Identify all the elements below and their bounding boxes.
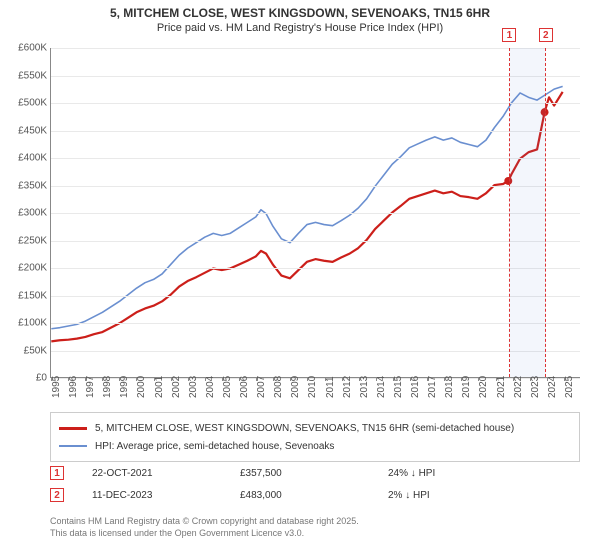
sale-marker-badge: 2 xyxy=(539,28,553,42)
x-axis-tick-label: 2002 xyxy=(171,376,182,398)
y-axis-tick-label: £450K xyxy=(3,125,47,136)
x-axis-tick-label: 1997 xyxy=(85,376,96,398)
x-axis-tick-label: 2008 xyxy=(273,376,284,398)
legend-swatch xyxy=(59,445,87,447)
legend: 5, MITCHEM CLOSE, WEST KINGSDOWN, SEVENO… xyxy=(50,412,580,462)
record-marker-icon: 2 xyxy=(50,488,64,502)
x-axis-tick-label: 2004 xyxy=(205,376,216,398)
legend-item: HPI: Average price, semi-detached house,… xyxy=(59,437,571,455)
x-axis-tick-label: 2000 xyxy=(136,376,147,398)
record-marker-icon: 1 xyxy=(50,466,64,480)
gridline xyxy=(51,241,580,242)
chart-container: 5, MITCHEM CLOSE, WEST KINGSDOWN, SEVENO… xyxy=(0,0,600,560)
x-axis-tick-label: 2005 xyxy=(222,376,233,398)
x-axis-tick-label: 1998 xyxy=(102,376,113,398)
y-axis-tick-label: £250K xyxy=(3,235,47,246)
x-axis-tick-label: 2003 xyxy=(188,376,199,398)
plot-area: £0£50K£100K£150K£200K£250K£300K£350K£400… xyxy=(50,48,580,378)
x-axis-tick-label: 1995 xyxy=(51,376,62,398)
x-axis-tick-label: 2009 xyxy=(290,376,301,398)
y-axis-tick-label: £300K xyxy=(3,208,47,219)
x-axis-tick-label: 2024 xyxy=(547,376,558,398)
x-axis-tick-label: 2012 xyxy=(342,376,353,398)
x-axis-tick-label: 2019 xyxy=(461,376,472,398)
y-axis-tick-label: £500K xyxy=(3,98,47,109)
highlight-band xyxy=(509,48,545,377)
gridline xyxy=(51,213,580,214)
x-axis-tick-label: 1999 xyxy=(119,376,130,398)
gridline xyxy=(51,186,580,187)
series-line-price_paid xyxy=(51,92,562,341)
gridline xyxy=(51,76,580,77)
y-axis-tick-label: £200K xyxy=(3,263,47,274)
gridline xyxy=(51,268,580,269)
gridline xyxy=(51,158,580,159)
sale-record-row: 1 22-OCT-2021 £357,500 24% ↓ HPI xyxy=(50,462,580,484)
sale-marker-badge: 1 xyxy=(502,28,516,42)
record-date: 11-DEC-2023 xyxy=(92,490,212,501)
x-axis-tick-label: 2023 xyxy=(530,376,541,398)
y-axis-tick-label: £350K xyxy=(3,180,47,191)
gridline xyxy=(51,296,580,297)
sale-record-row: 2 11-DEC-2023 £483,000 2% ↓ HPI xyxy=(50,484,580,506)
sale-records: 1 22-OCT-2021 £357,500 24% ↓ HPI 2 11-DE… xyxy=(50,462,580,506)
chart-title: 5, MITCHEM CLOSE, WEST KINGSDOWN, SEVENO… xyxy=(0,0,600,22)
y-axis-tick-label: £400K xyxy=(3,153,47,164)
record-price: £483,000 xyxy=(240,490,360,501)
x-axis-tick-label: 2013 xyxy=(359,376,370,398)
gridline xyxy=(51,323,580,324)
legend-label: HPI: Average price, semi-detached house,… xyxy=(95,441,334,452)
legend-item: 5, MITCHEM CLOSE, WEST KINGSDOWN, SEVENO… xyxy=(59,419,571,437)
x-axis-tick-label: 2016 xyxy=(410,376,421,398)
y-axis-tick-label: £100K xyxy=(3,318,47,329)
x-axis-tick-label: 2010 xyxy=(307,376,318,398)
x-axis-tick-label: 2025 xyxy=(564,376,575,398)
x-axis-tick-label: 2020 xyxy=(478,376,489,398)
gridline xyxy=(51,131,580,132)
record-price: £357,500 xyxy=(240,468,360,479)
x-axis-tick-label: 2011 xyxy=(325,376,336,398)
y-axis-tick-label: £550K xyxy=(3,70,47,81)
x-axis-tick-label: 2022 xyxy=(513,376,524,398)
attribution: Contains HM Land Registry data © Crown c… xyxy=(50,516,580,539)
y-axis-tick-label: £600K xyxy=(3,43,47,54)
x-axis-tick-label: 2014 xyxy=(376,376,387,398)
x-axis-tick-label: 2015 xyxy=(393,376,404,398)
gridline xyxy=(51,103,580,104)
record-date: 22-OCT-2021 xyxy=(92,468,212,479)
gridline xyxy=(51,48,580,49)
y-axis-tick-label: £50K xyxy=(3,345,47,356)
x-axis-tick-label: 2018 xyxy=(444,376,455,398)
record-delta: 24% ↓ HPI xyxy=(388,468,508,479)
x-axis-tick-label: 2021 xyxy=(496,376,507,398)
y-axis-tick-label: £0 xyxy=(3,373,47,384)
x-axis-tick-label: 2017 xyxy=(427,376,438,398)
x-axis-tick-label: 2006 xyxy=(239,376,250,398)
attribution-line: Contains HM Land Registry data © Crown c… xyxy=(50,516,580,528)
gridline xyxy=(51,351,580,352)
x-axis-tick-label: 1996 xyxy=(68,376,79,398)
legend-swatch xyxy=(59,427,87,430)
y-axis-tick-label: £150K xyxy=(3,290,47,301)
attribution-line: This data is licensed under the Open Gov… xyxy=(50,528,580,540)
x-axis-tick-label: 2001 xyxy=(154,376,165,398)
record-delta: 2% ↓ HPI xyxy=(388,490,508,501)
legend-label: 5, MITCHEM CLOSE, WEST KINGSDOWN, SEVENO… xyxy=(95,423,514,434)
series-line-hpi xyxy=(51,86,562,328)
x-axis-tick-label: 2007 xyxy=(256,376,267,398)
